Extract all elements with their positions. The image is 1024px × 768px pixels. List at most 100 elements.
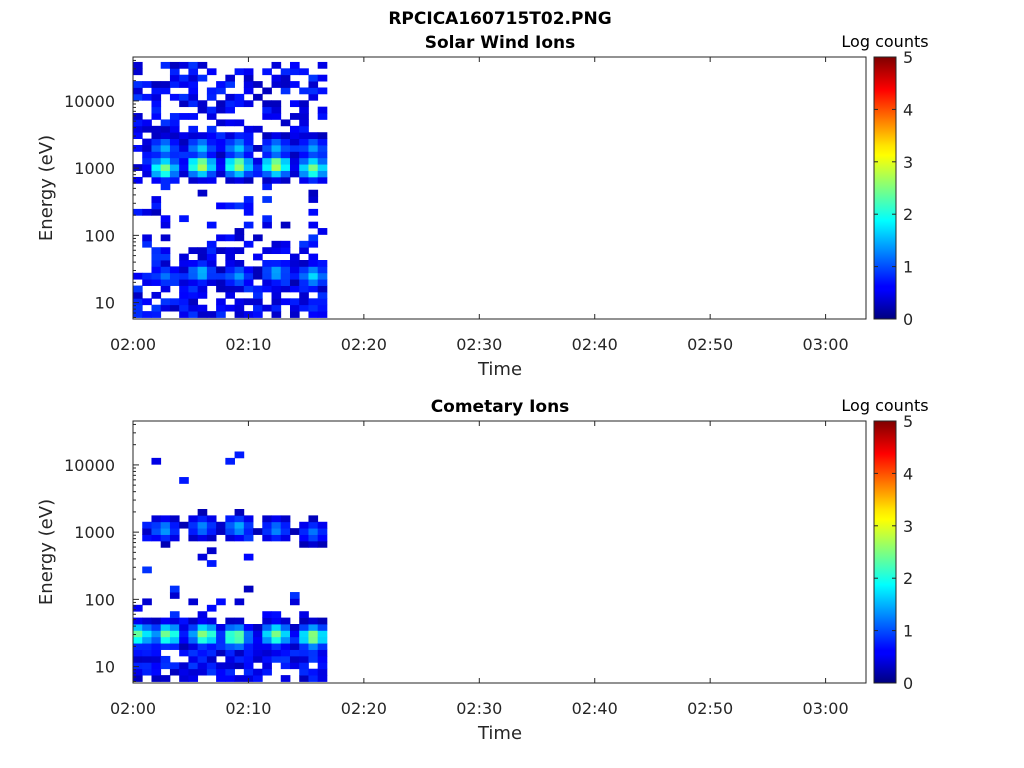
- spectrogram-cell: [262, 624, 272, 631]
- spectrogram-cell: [133, 604, 143, 612]
- colorbar-tick-label: 3: [903, 153, 913, 172]
- spectrogram-cell: [188, 125, 199, 133]
- spectrogram-cell: [308, 234, 319, 242]
- spectrogram-cell: [169, 266, 180, 274]
- spectrogram-cell: [253, 630, 263, 638]
- spectrogram-cell: [197, 311, 208, 318]
- y-tick-label: 10: [95, 294, 115, 313]
- spectrogram-cell: [308, 643, 319, 650]
- spectrogram-cell: [188, 93, 199, 101]
- spectrogram-cell: [188, 68, 199, 76]
- spectrogram-cell: [179, 138, 189, 146]
- spectrogram-cell: [243, 636, 254, 644]
- spectrogram-cell: [179, 132, 189, 140]
- spectrogram-cell: [262, 170, 272, 178]
- spectrogram-cell: [299, 247, 309, 255]
- spectrogram-cell: [188, 528, 199, 535]
- spectrogram-cell: [151, 662, 162, 670]
- spectrogram-cell: [197, 74, 208, 82]
- spectrogram-cell: [253, 528, 263, 535]
- spectrogram-cell: [280, 649, 291, 657]
- spectrogram-cell: [271, 649, 282, 657]
- spectrogram-cell: [216, 266, 226, 274]
- spectrogram-cell: [308, 515, 319, 523]
- spectrogram-cell: [206, 260, 217, 267]
- spectrogram-cell: [271, 534, 282, 542]
- spectrogram-cell: [160, 534, 171, 542]
- spectrogram-cell: [234, 662, 245, 670]
- spectrogram-cell: [299, 624, 309, 631]
- spectrogram-cell: [197, 624, 208, 631]
- spectrogram-cell: [253, 311, 263, 318]
- spectrogram-cell: [317, 151, 328, 159]
- spectrogram-cell: [243, 585, 254, 593]
- spectrogram-cell: [289, 132, 300, 140]
- spectrogram-cell: [197, 509, 208, 516]
- spectrogram-cell: [142, 521, 152, 529]
- y-tick-label: 100: [84, 226, 115, 245]
- spectrogram-cell: [206, 630, 217, 638]
- colorbar-tick-label: 0: [903, 674, 913, 693]
- spectrogram-cell: [289, 113, 300, 120]
- spectrogram-cell: [160, 221, 171, 229]
- spectrogram-cell: [308, 93, 319, 101]
- spectrogram-cell: [271, 151, 282, 159]
- spectrogram-cell: [151, 311, 162, 318]
- spectrogram-cell: [188, 534, 199, 542]
- spectrogram-cell: [317, 113, 328, 120]
- spectrogram-cell: [317, 662, 328, 670]
- spectrogram-cell: [225, 272, 235, 280]
- spectrogram-cell: [151, 515, 162, 523]
- spectrogram-cell: [271, 624, 282, 631]
- spectrogram-cell: [169, 164, 180, 171]
- spectrogram-cell: [160, 125, 171, 133]
- spectrogram-cell: [160, 176, 171, 184]
- spectrogram-cell: [262, 113, 272, 120]
- panel-cometary: Cometary Ions 02:00 02:10 02:20 02:30 02:40 0…: [36, 396, 929, 744]
- x-axis-label: Time: [477, 723, 522, 744]
- spectrogram-cell: [317, 643, 328, 650]
- spectrogram-cell: [289, 125, 300, 133]
- spectrogram-cell: [151, 164, 162, 171]
- spectrogram-cell: [271, 170, 282, 178]
- spectrogram-cell: [234, 228, 245, 235]
- spectrogram-cell: [216, 234, 226, 242]
- spectrogram-cell: [299, 240, 309, 248]
- spectrogram-cell: [262, 617, 272, 625]
- spectrogram-cell: [179, 668, 189, 676]
- spectrogram-cell: [169, 636, 180, 644]
- spectrogram-cell: [151, 291, 162, 299]
- spectrogram-cell: [225, 266, 235, 274]
- spectrogram-cell: [299, 68, 309, 76]
- spectrogram-cell: [142, 528, 152, 535]
- spectrogram-cell: [133, 113, 143, 120]
- spectrogram-cell: [317, 145, 328, 152]
- spectrogram-cell: [253, 253, 263, 261]
- spectrogram-cell: [188, 176, 199, 184]
- spectrogram-cell: [206, 266, 217, 274]
- colorbar-tick-label: 5: [903, 48, 913, 67]
- spectrogram-cell: [271, 304, 282, 312]
- spectrogram-cell: [133, 208, 143, 216]
- spectrogram-cell: [197, 521, 208, 529]
- spectrogram-cell: [225, 119, 235, 127]
- spectrogram-cell: [216, 668, 226, 676]
- spectrogram-cell: [308, 630, 319, 638]
- spectrogram-cell: [206, 106, 217, 114]
- spectrogram-cell: [280, 81, 291, 88]
- spectrogram-cell: [289, 61, 300, 69]
- spectrogram-cell: [188, 61, 199, 69]
- spectrogram-cell: [308, 196, 319, 203]
- spectrogram-cell: [169, 534, 180, 542]
- spectrogram-cell: [142, 566, 152, 574]
- spectrogram-cell: [188, 617, 199, 625]
- spectrogram-cell: [206, 176, 217, 184]
- spectrogram-cell: [243, 298, 254, 306]
- spectrogram-cell: [271, 138, 282, 146]
- spectrogram-cell: [234, 68, 245, 76]
- spectrogram-cell: [280, 151, 291, 159]
- y-tick-label: 1000: [74, 523, 115, 542]
- spectrogram-cell: [234, 298, 245, 306]
- spectrogram-cell: [206, 643, 217, 650]
